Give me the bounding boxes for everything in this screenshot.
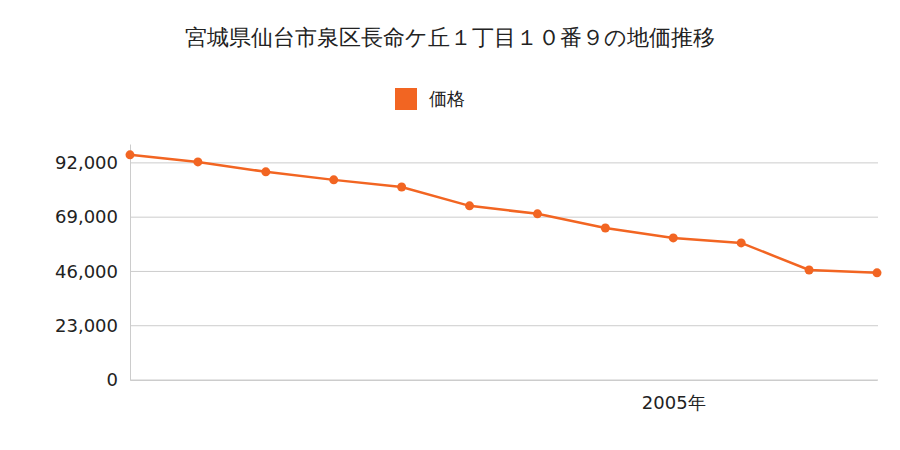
point (261, 167, 270, 176)
y-tick-label: 46,000 (55, 261, 118, 282)
grid-line (130, 217, 878, 218)
y-tick-label: 92,000 (55, 152, 118, 173)
title: 宮城県仙台市泉区長命ケ丘１丁目１０番９の地価推移 (185, 25, 715, 50)
legend-swatch (395, 88, 417, 110)
grid (130, 163, 878, 380)
legend: 価格 (395, 88, 465, 110)
point (533, 209, 542, 218)
legend-label: 価格 (429, 88, 465, 109)
point (193, 157, 202, 166)
point (397, 182, 406, 191)
legend-item: 価格 (395, 88, 465, 110)
point (126, 150, 135, 159)
x-tick: 2005年 (642, 392, 706, 413)
y-tick-label: 23,000 (55, 315, 118, 336)
y-tick-label: 0 (107, 369, 118, 390)
series-line (130, 155, 877, 273)
grid-line (130, 271, 878, 272)
x-axis-line (131, 380, 878, 381)
point (805, 266, 814, 275)
y-tick: 0 (107, 369, 130, 390)
chart: 宮城県仙台市泉区長命ケ丘１丁目１０番９の地価推移 0 23,000 46,000 69,… (0, 0, 900, 450)
x-tick-label: 2005年 (642, 392, 706, 413)
y-axis: 0 23,000 46,000 69,000 92,000 (55, 145, 130, 391)
point (329, 175, 338, 184)
y-tick: 23,000 (55, 315, 130, 336)
y-tick: 92,000 (55, 152, 130, 173)
y-tick-label: 69,000 (55, 206, 118, 227)
plot-area (126, 150, 882, 277)
y-tick: 69,000 (55, 206, 130, 227)
grid-line (130, 325, 878, 326)
point (873, 268, 882, 277)
point (601, 224, 610, 233)
y-tick: 46,000 (55, 261, 130, 282)
point (737, 238, 746, 247)
point (669, 233, 678, 242)
grid-line (130, 162, 878, 163)
x-axis: 2005年 (131, 381, 878, 413)
point (465, 201, 474, 210)
y-axis-line (130, 145, 131, 381)
grid-line (130, 380, 878, 381)
